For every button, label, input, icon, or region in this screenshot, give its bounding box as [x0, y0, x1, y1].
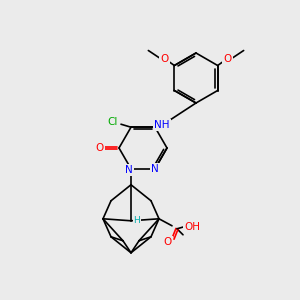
Text: N: N [125, 165, 133, 175]
Text: O: O [96, 143, 104, 153]
Text: OH: OH [184, 222, 200, 232]
Text: H: H [134, 216, 140, 225]
Text: O: O [164, 237, 172, 247]
Text: O: O [224, 55, 232, 64]
Text: Cl: Cl [108, 117, 118, 127]
Text: N: N [151, 164, 159, 174]
Text: O: O [160, 55, 169, 64]
Text: NH: NH [154, 120, 170, 130]
